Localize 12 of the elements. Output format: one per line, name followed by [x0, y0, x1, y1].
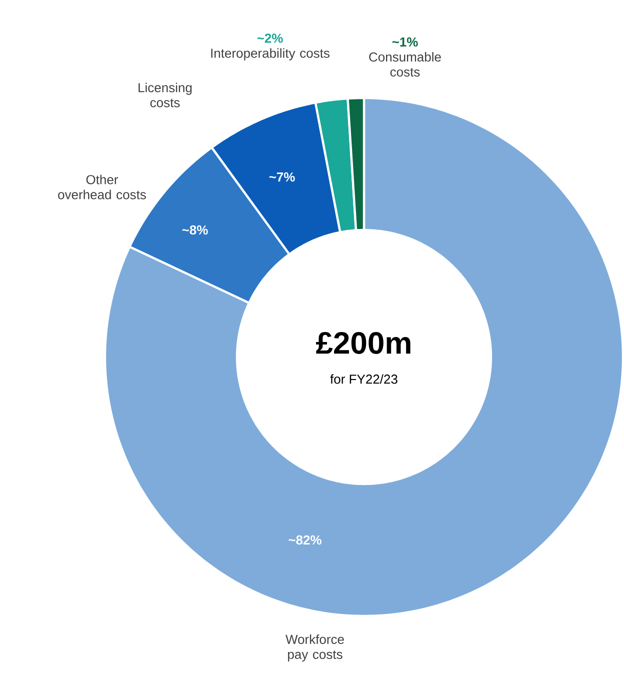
- data-label: ~7%: [269, 172, 295, 182]
- text: £200m: [316, 332, 410, 354]
- data-label: ~2%: [257, 34, 283, 43]
- data-label: ~8%: [182, 225, 208, 235]
- slice-label: Other overhead costs: [58, 174, 146, 200]
- slice-label: Licensing costs: [138, 82, 192, 108]
- slice-label: Consumable costs: [369, 52, 441, 77]
- slice-label: Workforce pay costs: [286, 634, 344, 662]
- data-label: ~82%: [288, 535, 322, 545]
- data-label: ~1%: [392, 37, 418, 47]
- slice-label: Interoperability costs: [211, 48, 330, 60]
- text: for FY22/23: [330, 374, 398, 384]
